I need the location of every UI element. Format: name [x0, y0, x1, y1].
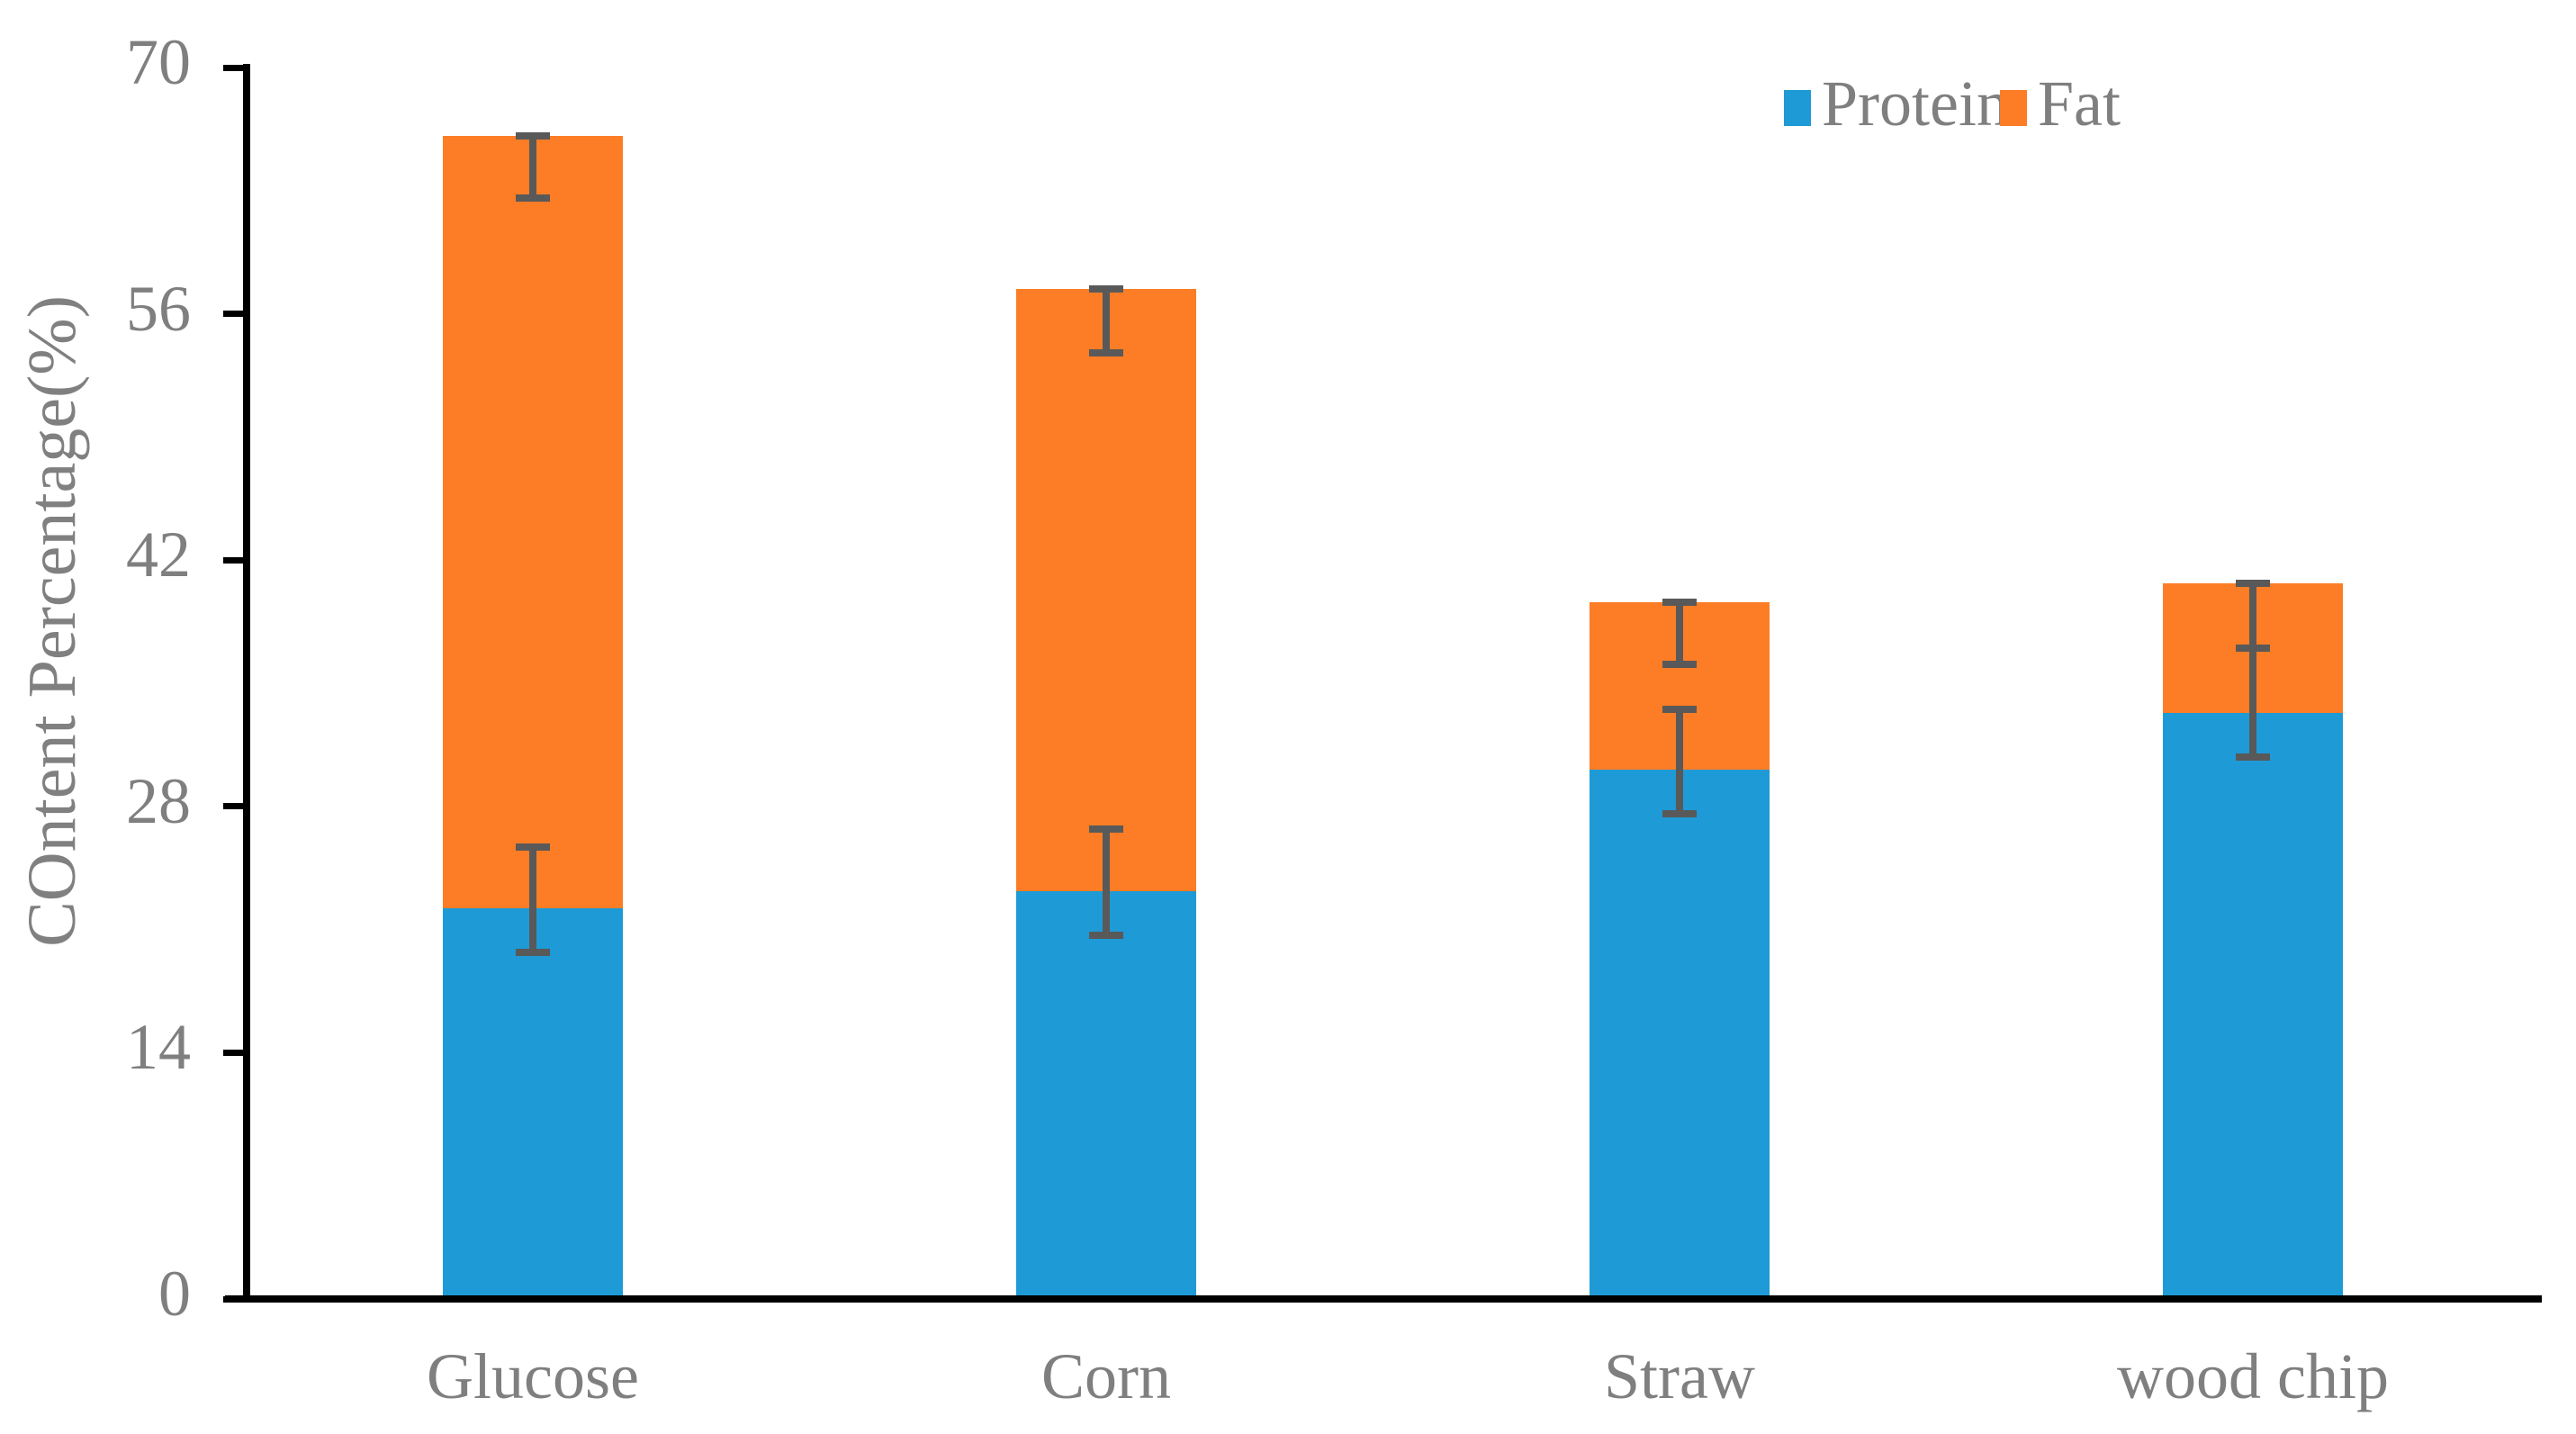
error-bar-fat-glucose-cap-bottom — [516, 194, 550, 202]
bar-segment-protein-corn — [1016, 890, 1196, 1295]
y-tick-label-70: 70 — [126, 26, 191, 99]
legend-swatch-fat — [2000, 90, 2027, 126]
y-tick-label-14: 14 — [126, 1011, 191, 1084]
y-tick-label-28: 28 — [126, 764, 191, 837]
error-bar-protein-glucose-stem — [529, 846, 536, 953]
legend-swatch-protein — [1784, 90, 1811, 126]
y-tick-label-56: 56 — [126, 272, 191, 345]
error-bar-fat-glucose-cap-top — [516, 132, 550, 140]
y-tick-28 — [223, 803, 243, 810]
error-bar-fat-corn-cap-top — [1089, 285, 1123, 293]
error-bar-protein-straw-cap-bottom — [1662, 809, 1697, 817]
bar-segment-protein-wood-chip — [2163, 713, 2343, 1295]
y-tick-label-42: 42 — [126, 519, 191, 591]
error-bar-fat-corn-stem — [1103, 289, 1110, 353]
bar-segment-fat-glucose — [443, 136, 623, 909]
error-bar-protein-corn-cap-bottom — [1089, 931, 1123, 939]
bar-segment-protein-glucose — [443, 908, 623, 1295]
error-bar-fat-straw-stem — [1676, 602, 1683, 664]
x-category-label-wood-chip: wood chip — [2117, 1340, 2389, 1412]
error-bar-fat-wood-chip-cap-top — [2236, 579, 2270, 587]
y-tick-70 — [223, 64, 243, 71]
y-tick-0 — [223, 1295, 243, 1303]
error-bar-fat-wood-chip-cap-bottom — [2236, 645, 2270, 653]
x-category-label-glucose: Glucose — [427, 1340, 639, 1412]
error-bar-protein-wood-chip-cap-bottom — [2236, 753, 2270, 762]
error-bar-protein-wood-chip-stem — [2249, 648, 2256, 758]
error-bar-protein-glucose-cap-bottom — [516, 949, 550, 957]
error-bar-protein-corn-stem — [1103, 829, 1110, 935]
error-bar-fat-straw-cap-bottom — [1662, 660, 1697, 668]
y-tick-label-0: 0 — [158, 1258, 191, 1330]
error-bar-fat-wood-chip-stem — [2249, 582, 2256, 649]
error-bar-protein-glucose-cap-top — [516, 843, 550, 851]
bar-segment-fat-corn — [1016, 289, 1196, 891]
bar-segment-protein-straw — [1590, 769, 1770, 1295]
x-axis-line — [225, 1295, 2542, 1303]
y-tick-42 — [223, 556, 243, 564]
y-axis-line — [243, 64, 250, 1303]
error-bar-protein-straw-cap-top — [1662, 706, 1697, 714]
error-bar-fat-straw-cap-top — [1662, 599, 1697, 607]
legend-label-protein: Protein — [1822, 68, 2009, 140]
y-axis-title: COntent Percentage(%) — [14, 295, 90, 947]
y-tick-14 — [223, 1049, 243, 1056]
legend-label-fat: Fat — [2038, 68, 2121, 140]
y-tick-56 — [223, 311, 243, 318]
error-bar-fat-glucose-stem — [529, 136, 536, 198]
x-category-label-corn: Corn — [1041, 1340, 1171, 1412]
error-bar-protein-corn-cap-top — [1089, 825, 1123, 834]
error-bar-fat-corn-cap-bottom — [1089, 348, 1123, 356]
x-category-label-straw: Straw — [1604, 1340, 1755, 1412]
error-bar-protein-straw-stem — [1676, 709, 1683, 814]
